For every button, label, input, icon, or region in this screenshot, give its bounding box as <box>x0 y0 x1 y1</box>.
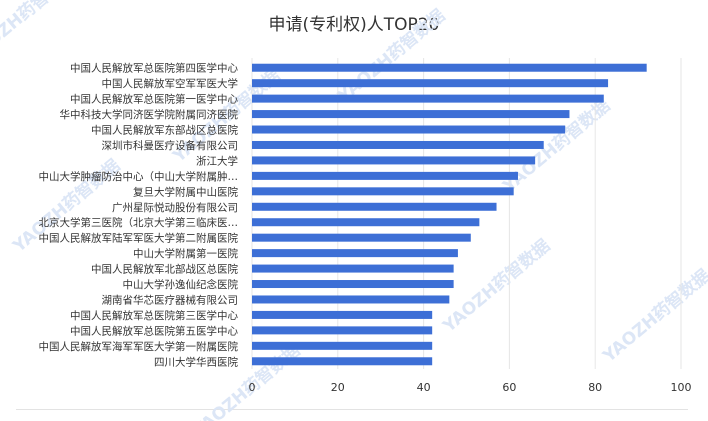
x-tick-label: 80 <box>588 381 602 394</box>
bar <box>252 171 518 180</box>
category-label: 复旦大学附属中山医院 <box>133 185 238 198</box>
x-tick-label: 20 <box>331 381 345 394</box>
category-label: 中国人民解放军海军军医大学第一附属医院 <box>39 340 239 353</box>
bar <box>252 341 433 350</box>
category-label: 中国人民解放军总医院第四医学中心 <box>70 62 238 75</box>
bar <box>252 326 433 335</box>
category-label: 中国人民解放军空军军医大学 <box>102 77 239 90</box>
x-tick-label: 100 <box>671 381 692 394</box>
watermark-text: YAOZH药智数据 <box>333 5 449 107</box>
bar <box>252 140 544 149</box>
bar <box>252 79 609 88</box>
bar <box>252 187 514 196</box>
bar <box>252 357 433 366</box>
category-label: 中山大学附属第一医院 <box>133 247 238 260</box>
bar <box>252 295 450 304</box>
x-tick-label: 40 <box>417 381 431 394</box>
category-label: 中国人民解放军总医院第一医学中心 <box>70 93 238 106</box>
x-tick-label: 60 <box>502 381 516 394</box>
category-label: 中山大学肿瘤防治中心（中山大学附属肿… <box>39 170 239 183</box>
x-tick-label: 0 <box>249 381 256 394</box>
category-label: 中国人民解放军陆军军医大学第二附属医院 <box>39 232 239 245</box>
category-label: 四川大学华西医院 <box>154 355 238 368</box>
category-label: 广州星际悦动股份有限公司 <box>112 201 238 214</box>
bar <box>252 125 566 134</box>
category-label: 湖南省华芯医疗器械有限公司 <box>102 293 239 306</box>
bar <box>252 156 536 165</box>
category-label: 中国人民解放军总医院第五医学中心 <box>70 324 238 337</box>
bar <box>252 310 433 319</box>
bar <box>252 233 471 242</box>
category-label: 中国人民解放军总医院第三医学中心 <box>70 309 238 322</box>
bar <box>252 94 604 103</box>
category-label: 深圳市科曼医疗设备有限公司 <box>102 139 239 152</box>
bar <box>252 264 454 273</box>
category-label: 华中科技大学同济医学院附属同济医院 <box>60 108 239 121</box>
x-tick-labels: 0 20 40 60 80 100 <box>249 381 692 394</box>
bars <box>252 63 647 366</box>
bar <box>252 202 497 211</box>
category-label: 中山大学孙逸仙纪念医院 <box>123 278 239 291</box>
bar <box>252 218 480 227</box>
frame-bottom-border <box>16 409 688 410</box>
category-label: 中国人民解放军东部战区总医院 <box>91 124 238 137</box>
watermark-text: YAOZH药智数据 <box>0 0 79 67</box>
category-labels: 中国人民解放军总医院第四医学中心中国人民解放军空军军医大学中国人民解放军总医院第… <box>39 62 239 369</box>
bar <box>252 63 647 72</box>
bar <box>252 280 454 289</box>
chart-title: 申请(专利权)人TOP20 <box>268 15 440 35</box>
bar <box>252 249 458 258</box>
category-label: 中国人民解放军北部战区总医院 <box>91 263 238 276</box>
watermark-text: YAOZH药智数据 <box>598 265 708 367</box>
category-label: 北京大学第三医院（北京大学第三临床医… <box>39 216 239 229</box>
bar <box>252 110 570 119</box>
category-label: 浙江大学 <box>196 154 238 167</box>
